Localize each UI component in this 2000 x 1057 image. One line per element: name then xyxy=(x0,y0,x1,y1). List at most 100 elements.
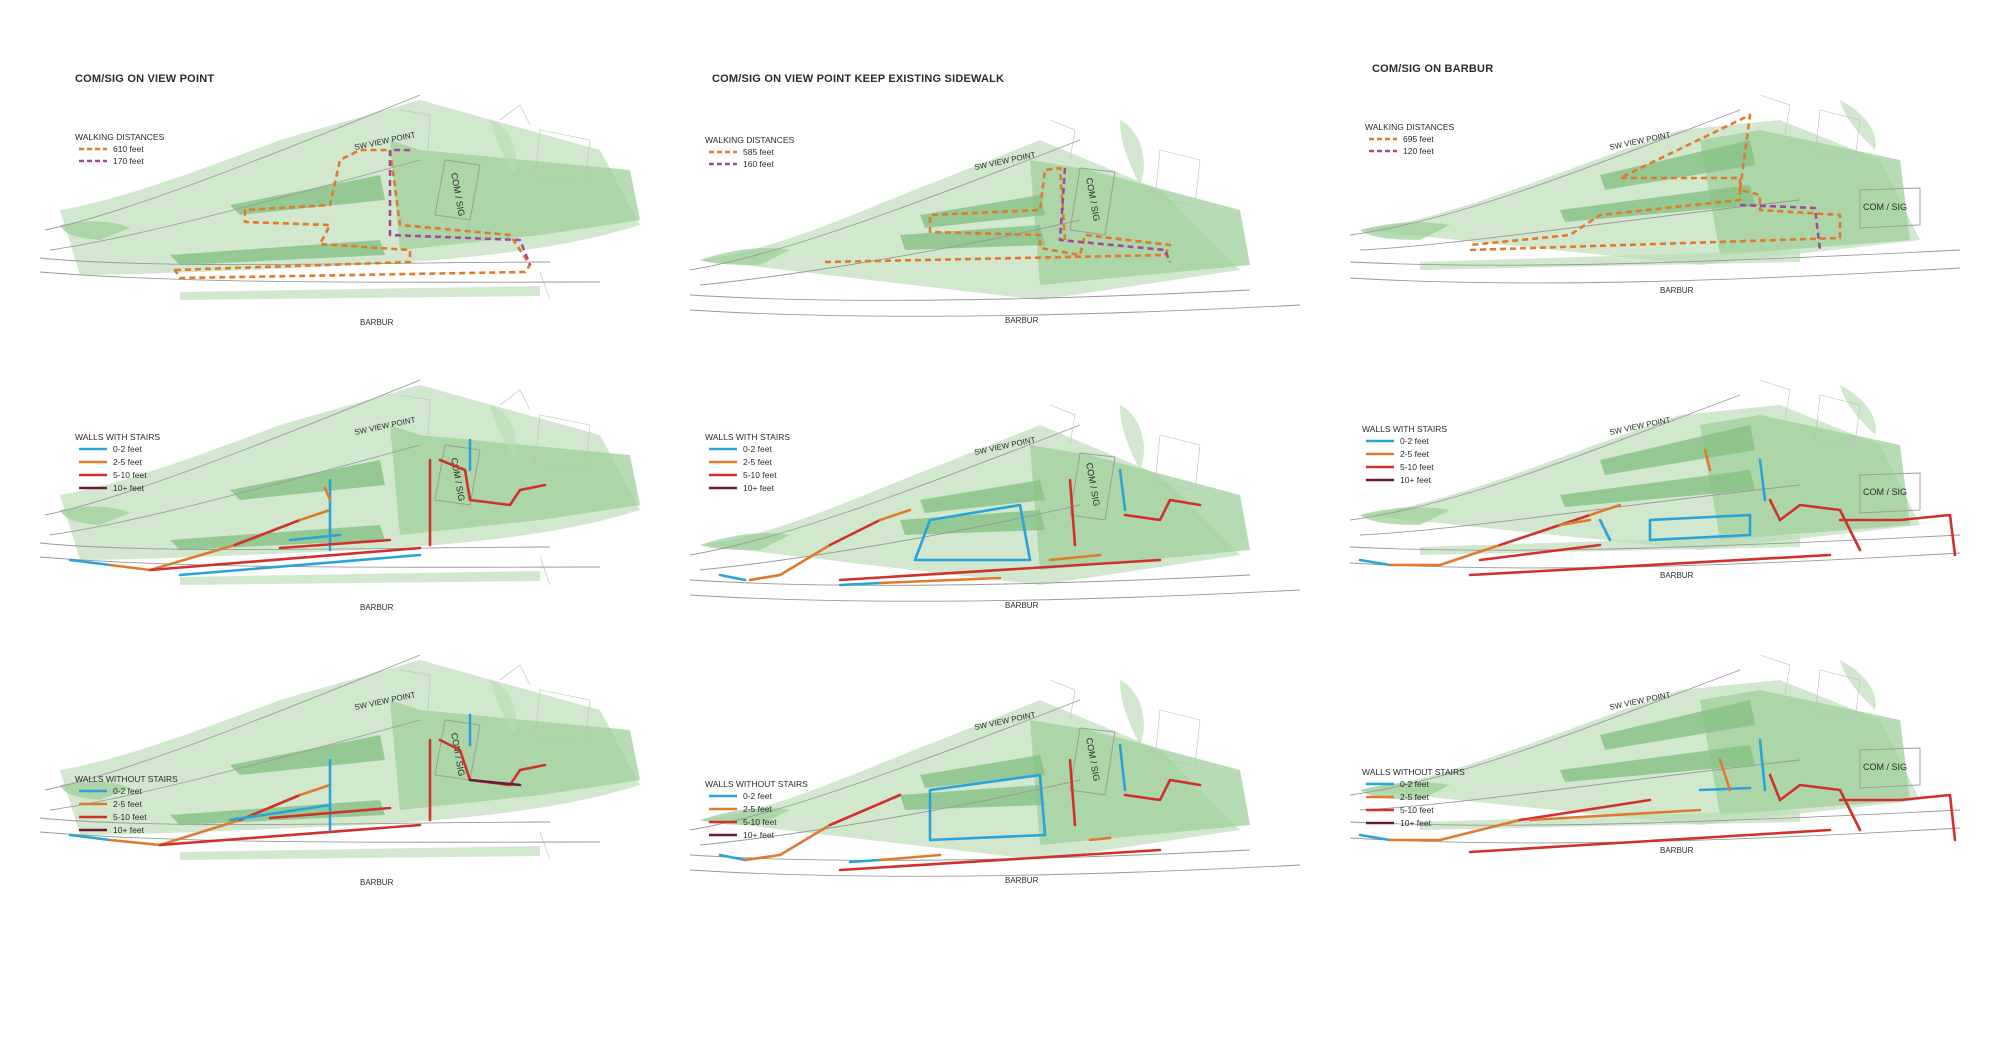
wall-segment xyxy=(1558,518,1592,527)
wall-segment xyxy=(178,553,422,577)
wall-segment xyxy=(718,853,747,862)
walls-without-stairs-heading: WALLS WITHOUT STAIRS xyxy=(705,779,808,789)
wall-legend-item: 2-5 feet xyxy=(113,457,142,467)
wall-segment xyxy=(1088,836,1112,842)
wall-segment xyxy=(158,823,422,847)
walking-legend-item: 160 feet xyxy=(743,159,774,169)
column-title: COM/SIG ON VIEW POINT xyxy=(75,73,214,85)
wall-segment xyxy=(748,543,832,582)
walking-route-long xyxy=(1469,113,1842,252)
walking-legend-item: 120 feet xyxy=(1403,146,1434,156)
wall-legend-item: 10+ feet xyxy=(113,825,145,835)
street-label-barbur: BARBUR xyxy=(360,878,394,887)
com-sig-label: COM / SIG xyxy=(1863,202,1907,212)
wall-legend-item: 10+ feet xyxy=(743,830,775,840)
wall-segment xyxy=(68,833,112,842)
wall-segment xyxy=(148,546,422,572)
wall-segment xyxy=(1518,798,1652,822)
wall-segment xyxy=(1588,503,1622,517)
wall-legend-item: 0-2 feet xyxy=(743,791,772,801)
street-label-barbur: BARBUR xyxy=(1660,571,1694,580)
wall-segment xyxy=(1048,553,1102,562)
wall-legend-item: 0-2 feet xyxy=(743,444,772,454)
wall-segment xyxy=(928,773,1047,842)
wall-segment xyxy=(1838,513,1957,557)
wall-segment xyxy=(438,458,547,507)
wall-legend-item: 5-10 feet xyxy=(113,812,147,822)
wall-segment xyxy=(228,803,332,822)
wall-segment xyxy=(1648,513,1752,542)
wall-segment xyxy=(718,573,747,582)
street-label-barbur: BARBUR xyxy=(360,318,394,327)
wall-legend-item: 2-5 feet xyxy=(1400,792,1429,802)
wall-segment xyxy=(1498,513,1592,547)
wall-segment xyxy=(68,558,112,567)
wall-legend-item: 5-10 feet xyxy=(1400,805,1434,815)
walking-legend-heading: WALKING DISTANCES xyxy=(705,135,795,145)
walking-legend-item: 610 feet xyxy=(113,144,144,154)
wall-segment xyxy=(468,778,522,787)
column-title: COM/SIG ON BARBUR xyxy=(1372,63,1493,75)
wall-legend-item: 5-10 feet xyxy=(743,817,777,827)
site-base xyxy=(689,119,1301,317)
wall-legend-item: 10+ feet xyxy=(743,483,775,493)
wall-segment xyxy=(1358,558,1392,567)
wall-segment xyxy=(878,576,1002,585)
wall-segment xyxy=(838,581,882,587)
street-label-barbur: BARBUR xyxy=(1660,846,1694,855)
wall-segment xyxy=(878,853,942,862)
wall-segment xyxy=(1358,833,1392,842)
com-sig-label: COM / SIG xyxy=(1863,487,1907,497)
walking-route-short xyxy=(388,148,532,266)
walking-legend-item: 585 feet xyxy=(743,147,774,157)
walking-legend-heading: WALKING DISTANCES xyxy=(1365,122,1455,132)
wall-segment xyxy=(828,793,902,827)
wall-segment xyxy=(268,806,392,820)
wall-legend-item: 5-10 feet xyxy=(113,470,147,480)
street-label-barbur: BARBUR xyxy=(1660,286,1694,295)
wall-segment xyxy=(1468,553,1832,577)
wall-segment xyxy=(1118,743,1127,792)
wall-segment xyxy=(298,783,332,797)
com-sig-label: COM / SIG xyxy=(1863,762,1907,772)
wall-segment xyxy=(1838,793,1957,842)
wall-segment xyxy=(743,823,832,862)
walls-without-stairs-heading: WALLS WITHOUT STAIRS xyxy=(75,774,178,784)
walking-route-long xyxy=(824,166,1172,264)
wall-segment xyxy=(848,858,882,864)
wall-segment xyxy=(1388,818,1522,842)
wall-segment xyxy=(1768,498,1862,552)
wall-segment xyxy=(838,558,1162,582)
street-label-barbur: BARBUR xyxy=(1005,601,1039,610)
wall-segment xyxy=(913,503,1032,562)
wall-legend-item: 0-2 feet xyxy=(1400,779,1429,789)
walking-legend-item: 170 feet xyxy=(113,156,144,166)
walking-route-short xyxy=(1739,203,1822,251)
wall-segment xyxy=(1768,773,1862,832)
wall-segment xyxy=(298,508,332,522)
wall-segment xyxy=(1698,786,1752,792)
site-base xyxy=(39,94,641,301)
walls-without-stairs-heading: WALLS WITHOUT STAIRS xyxy=(1362,767,1465,777)
street-label-barbur: BARBUR xyxy=(1005,316,1039,325)
wall-legend-item: 0-2 feet xyxy=(113,444,142,454)
wall-segment xyxy=(323,486,332,502)
wall-segment xyxy=(1068,478,1077,547)
wall-legend-item: 5-10 feet xyxy=(1400,462,1434,472)
wall-legend-item: 2-5 feet xyxy=(1400,449,1429,459)
wall-segment xyxy=(1468,828,1832,854)
wall-segment xyxy=(1068,758,1077,827)
street-label-barbur: BARBUR xyxy=(1005,876,1039,885)
wall-segment xyxy=(838,848,1162,872)
wall-segment xyxy=(1758,458,1767,502)
wall-legend-item: 10+ feet xyxy=(1400,818,1432,828)
wall-legend-item: 10+ feet xyxy=(113,483,145,493)
wall-segment xyxy=(1123,778,1202,802)
